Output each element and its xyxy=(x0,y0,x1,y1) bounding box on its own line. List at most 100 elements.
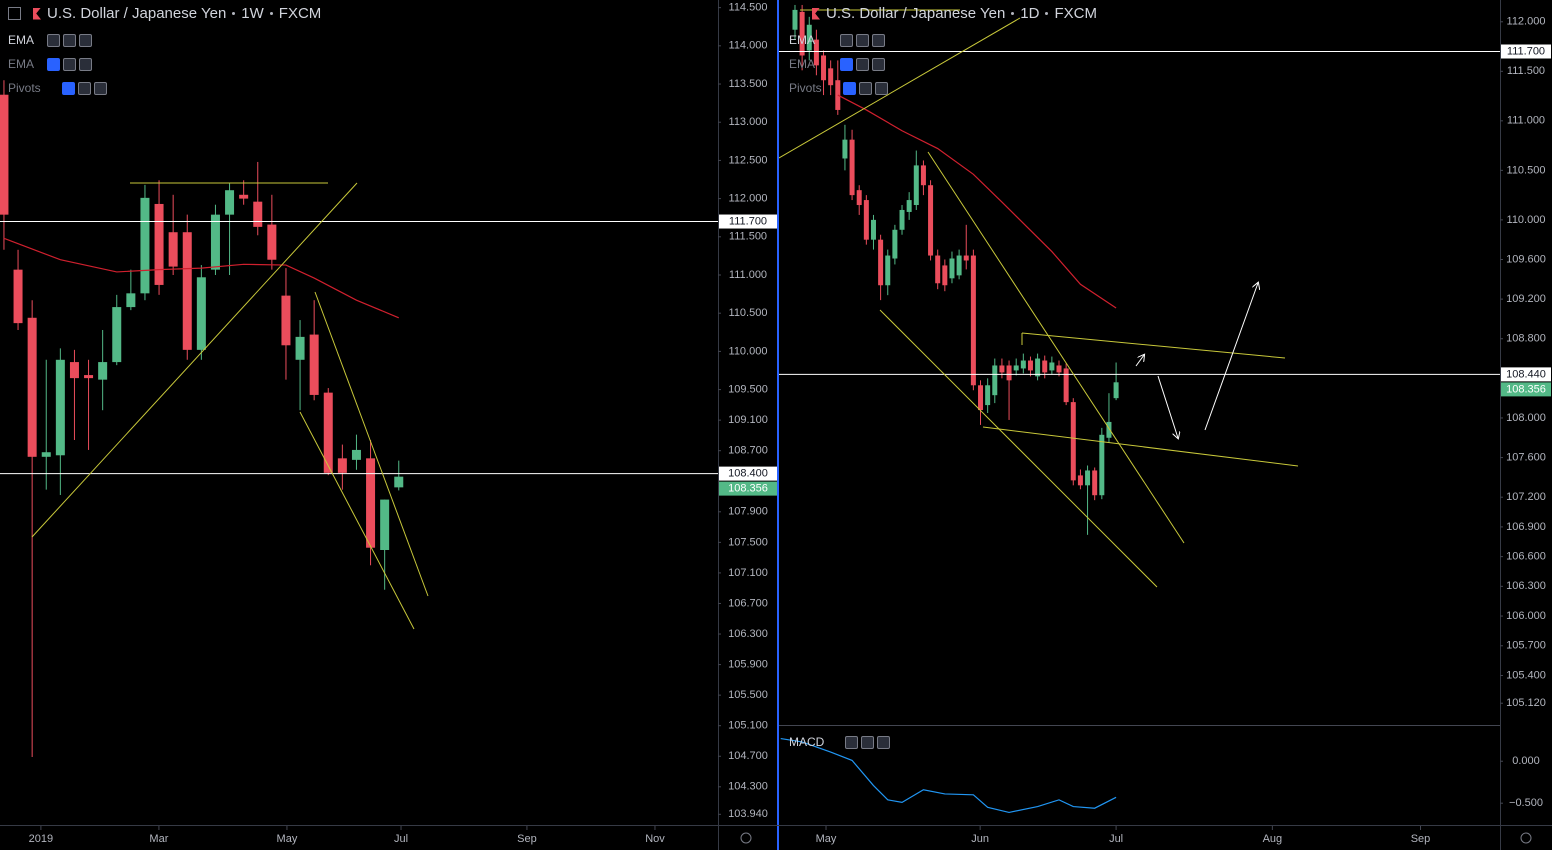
icon[interactable] xyxy=(77,81,91,95)
icon[interactable] xyxy=(856,33,870,47)
source: FXCM xyxy=(278,5,322,22)
indicator-name: MACD xyxy=(789,735,825,749)
candle-body xyxy=(892,229,898,259)
x-tick-label: Nov xyxy=(645,833,665,845)
icon[interactable] xyxy=(79,57,93,71)
y-tick-label: 104.300 xyxy=(728,781,768,793)
icon[interactable] xyxy=(93,81,107,95)
price-label: 108.440 xyxy=(1506,368,1546,380)
separator xyxy=(1045,12,1049,15)
candle-body xyxy=(69,362,79,379)
y-tick-label: 107.600 xyxy=(1506,451,1546,463)
chart-header: U.S. Dollar / Japanese Yen 1W FXCM xyxy=(8,5,321,22)
last-price-label: 108.356 xyxy=(1506,383,1546,395)
icon[interactable] xyxy=(79,33,93,47)
indicator-row[interactable]: Pivots xyxy=(789,81,888,95)
candle-body xyxy=(828,68,834,86)
y-tick-label: 109.200 xyxy=(1506,293,1546,305)
interval: 1W xyxy=(241,5,264,22)
indicator-name: Pivots xyxy=(8,81,41,95)
indicator-row[interactable]: EMA xyxy=(789,57,886,71)
candle-body xyxy=(1042,360,1048,373)
icon[interactable] xyxy=(842,81,856,95)
flag-icon[interactable] xyxy=(33,7,41,20)
settings-icon[interactable] xyxy=(740,832,752,844)
icon[interactable] xyxy=(840,33,854,47)
candle-body xyxy=(870,219,876,240)
candle-body xyxy=(935,255,941,284)
candle-body xyxy=(239,194,249,199)
candle-body xyxy=(84,375,94,379)
icon[interactable] xyxy=(858,81,872,95)
symbol-title: U.S. Dollar / Japanese Yen xyxy=(47,5,227,22)
last-price-box xyxy=(1501,382,1551,397)
y-tick-label: 114.500 xyxy=(729,2,768,14)
icon[interactable] xyxy=(63,33,77,47)
x-tick-label: Jul xyxy=(394,833,408,845)
candle-body xyxy=(27,317,37,457)
candle-body xyxy=(920,165,926,186)
drawings xyxy=(31,9,1299,630)
candle-body xyxy=(0,94,9,215)
indicator-row[interactable]: MACD xyxy=(789,735,891,749)
icon[interactable] xyxy=(872,57,886,71)
interval: 1D xyxy=(1020,5,1040,22)
indicator-row[interactable]: Pivots xyxy=(8,81,107,95)
candle-body xyxy=(380,499,390,550)
icon[interactable] xyxy=(845,735,859,749)
x-tick-label: Aug xyxy=(1263,833,1283,845)
y-tick-label: 108.800 xyxy=(1506,333,1546,345)
y-tick-label: 107.200 xyxy=(1506,491,1546,503)
icon[interactable] xyxy=(861,735,875,749)
icon[interactable] xyxy=(61,81,75,95)
indicator-row[interactable]: EMA xyxy=(8,57,93,71)
collapse-icon[interactable] xyxy=(8,7,21,20)
y-tick-label: 104.700 xyxy=(728,750,768,762)
candle-body xyxy=(1063,368,1069,403)
indicator-row[interactable]: EMA xyxy=(8,33,93,47)
candle-body xyxy=(55,359,65,456)
candle-body xyxy=(906,200,912,212)
ema-line xyxy=(837,94,1117,309)
candle-body xyxy=(978,385,984,411)
flag-icon[interactable] xyxy=(812,7,820,20)
x-tick-label: Sep xyxy=(1411,833,1431,845)
y-tick-label: 113.000 xyxy=(729,116,768,128)
y-tick-label: 110.500 xyxy=(729,307,768,319)
icon[interactable] xyxy=(872,33,886,47)
x-tick-label: Sep xyxy=(517,833,537,845)
y-tick-label: 107.900 xyxy=(728,506,768,518)
x-tick-label: Jun xyxy=(971,833,989,845)
indicator-name: EMA xyxy=(8,57,35,71)
y-tick-label: 113.500 xyxy=(729,78,768,90)
source: FXCM xyxy=(1054,5,1097,22)
trend-line xyxy=(299,411,415,630)
icon[interactable] xyxy=(840,57,854,71)
candle-body xyxy=(1070,402,1076,481)
trend-line xyxy=(779,17,1021,159)
candle-body xyxy=(182,232,192,350)
candle-body xyxy=(1006,365,1012,381)
icon[interactable] xyxy=(874,81,888,95)
candle-body xyxy=(942,265,948,286)
y-tick-label: 103.940 xyxy=(728,808,768,820)
y-tick-label: 110.500 xyxy=(1507,164,1546,176)
candle-body xyxy=(963,255,969,261)
trend-line xyxy=(982,426,1299,467)
y-tick-label: −0.500 xyxy=(1509,797,1543,809)
y-tick-label: 105.700 xyxy=(1506,640,1546,652)
candle-body xyxy=(1020,360,1026,369)
indicator-row[interactable]: EMA xyxy=(789,33,886,47)
candle-body xyxy=(337,458,347,473)
icon[interactable] xyxy=(856,57,870,71)
price-label: 111.700 xyxy=(729,215,767,227)
price-label: 108.400 xyxy=(728,468,768,480)
candle-body xyxy=(813,39,819,66)
settings-icon[interactable] xyxy=(1520,832,1532,844)
icon[interactable] xyxy=(877,735,891,749)
icon[interactable] xyxy=(47,33,61,47)
icon[interactable] xyxy=(63,57,77,71)
trend-line xyxy=(31,182,358,538)
icon[interactable] xyxy=(47,57,61,71)
arrow xyxy=(1157,375,1178,438)
